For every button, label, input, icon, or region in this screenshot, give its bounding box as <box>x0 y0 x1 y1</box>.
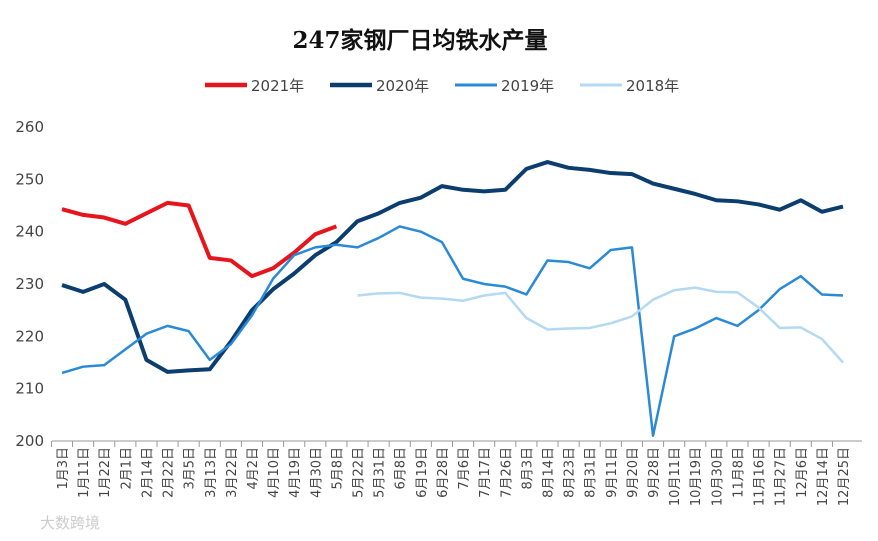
x-tick-label: 3月22日 <box>225 447 240 498</box>
y-tick-label: 250 <box>15 170 44 188</box>
x-tick-label: 4月2日 <box>246 447 261 490</box>
x-tick-label: 12月14日 <box>816 447 831 506</box>
series-line <box>357 286 844 364</box>
watermark: 大数跨境 <box>40 514 100 532</box>
x-tick-label: 5月22日 <box>352 447 367 498</box>
legend-item: 2018年 <box>580 77 679 95</box>
x-tick-label: 9月28日 <box>647 447 662 498</box>
x-tick-label: 3月5日 <box>183 447 198 490</box>
legend-item: 2019年 <box>455 77 554 95</box>
chart-title: 247家钢厂日均铁水产量 <box>292 27 547 54</box>
y-tick-label: 240 <box>15 223 44 241</box>
y-tick-label: 220 <box>15 327 44 345</box>
x-tick-label: 8月31日 <box>584 447 599 498</box>
x-tick-label: 6月19日 <box>415 447 430 498</box>
y-tick-label: 260 <box>15 118 44 136</box>
legend-label: 2019年 <box>501 77 554 95</box>
x-tick-label: 10月30日 <box>710 447 725 506</box>
x-tick-label: 7月6日 <box>457 447 472 490</box>
x-tick-label: 6月8日 <box>394 447 409 490</box>
y-tick-label: 210 <box>15 380 44 398</box>
x-tick-label: 8月3日 <box>520 447 535 490</box>
x-tick-label: 4月10日 <box>267 447 282 498</box>
legend-label: 2018年 <box>626 77 679 95</box>
x-tick-label: 7月26日 <box>499 447 514 498</box>
legend-item: 2020年 <box>330 77 429 95</box>
y-tick-label: 200 <box>15 432 44 450</box>
legend-label: 2021年 <box>251 77 304 95</box>
x-tick-label: 2月1日 <box>119 447 134 490</box>
x-tick-label: 6月28日 <box>436 447 451 498</box>
x-tick-label: 11月27日 <box>774 447 789 506</box>
x-tick-label: 2月22日 <box>162 447 177 498</box>
x-tick-label: 12月6日 <box>795 447 810 498</box>
x-tick-label: 8月23日 <box>563 447 578 498</box>
x-tick-label: 2月14日 <box>140 447 155 498</box>
x-tick-label: 8月14日 <box>541 447 556 498</box>
x-tick-label: 1月11日 <box>77 447 92 498</box>
x-tick-label: 9月20日 <box>626 447 641 498</box>
x-tick-label: 11月8日 <box>731 447 746 498</box>
x-tick-label: 4月30日 <box>309 447 324 498</box>
x-tick-label: 7月17日 <box>478 447 493 498</box>
x-tick-label: 4月19日 <box>288 447 303 498</box>
x-tick-label: 10月11日 <box>668 447 683 506</box>
y-tick-label: 230 <box>15 275 44 293</box>
x-tick-label: 9月11日 <box>605 447 620 498</box>
legend-item: 2021年 <box>205 77 304 95</box>
series-line <box>61 225 844 438</box>
legend-label: 2020年 <box>376 77 429 95</box>
x-tick-label: 5月31日 <box>373 447 388 498</box>
x-tick-label: 1月3日 <box>56 447 71 490</box>
x-tick-label: 10月19日 <box>689 447 704 506</box>
series-line <box>61 160 844 374</box>
x-tick-label: 11月16日 <box>753 447 768 506</box>
x-tick-label: 1月22日 <box>98 447 113 498</box>
series-line <box>61 200 338 279</box>
x-tick-label: 3月13日 <box>204 447 219 498</box>
x-tick-label: 12月25日 <box>837 447 852 506</box>
x-tick-label: 5月8日 <box>330 447 345 490</box>
